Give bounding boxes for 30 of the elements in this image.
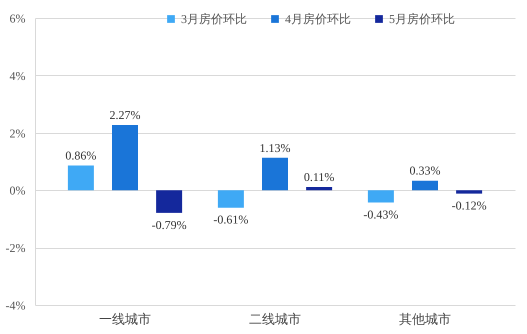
bar [412, 180, 438, 190]
data-label: -0.12% [452, 198, 487, 213]
legend-label: 3月房价环比 [181, 12, 247, 26]
legend-label: 5月房价环比 [389, 12, 455, 26]
data-label: -0.79% [152, 218, 187, 232]
y-tick-label: 0% [10, 184, 26, 198]
bar [68, 166, 94, 190]
x-tick-label: 一线城市 [99, 312, 151, 326]
y-tick-label: -2% [6, 241, 26, 256]
data-label: -0.61% [213, 212, 248, 227]
x-tick-label: 其他城市 [399, 312, 451, 326]
data-label: 1.13% [260, 140, 290, 155]
bar [368, 190, 394, 203]
data-label: 0.33% [410, 164, 440, 178]
data-label: 2.27% [110, 108, 140, 122]
legend-label: 4月房价环比 [285, 12, 351, 26]
y-tick-label: -4% [6, 298, 26, 312]
bar [262, 158, 288, 190]
data-label: -0.43% [363, 208, 398, 222]
y-tick-label: 2% [10, 126, 26, 140]
bar [156, 190, 182, 213]
data-label: 0.86% [65, 148, 96, 163]
bar [306, 187, 332, 190]
bar [218, 190, 244, 208]
bar [112, 125, 138, 190]
x-tick-label: 二线城市 [249, 312, 301, 326]
bar [456, 190, 482, 194]
data-label: 0.11% [304, 170, 334, 184]
y-tick-label: 6% [10, 12, 26, 26]
y-tick-label: 4% [10, 68, 26, 83]
